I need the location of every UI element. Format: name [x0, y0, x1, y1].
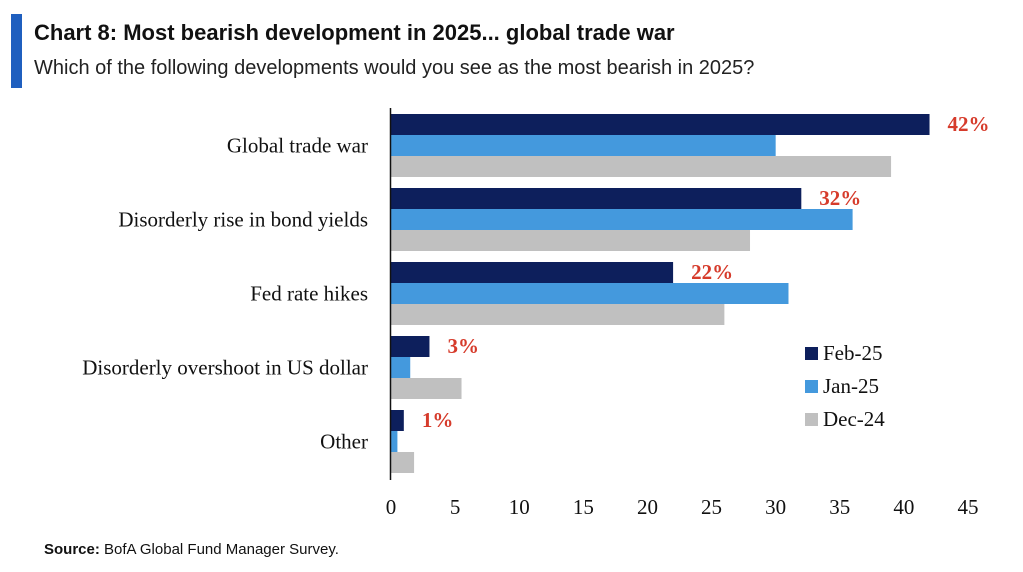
legend-label-jan-25: Jan-25 [823, 374, 879, 398]
chart-title: Chart 8: Most bearish development in 202… [34, 20, 675, 45]
x-tick-label-5: 5 [450, 495, 461, 519]
bar-feb-25-1 [391, 114, 930, 135]
bar-dec-24-3 [391, 304, 725, 325]
bar-dec-24-5 [391, 452, 415, 473]
x-tick-label-20: 20 [637, 495, 658, 519]
bar-jan-25-3 [391, 283, 789, 304]
category-label-4: Disorderly overshoot in US dollar [82, 356, 368, 380]
bar-feb-25-2 [391, 188, 802, 209]
title-accent-bar [11, 14, 22, 88]
bar-dec-24-4 [391, 378, 462, 399]
bar-jan-25-2 [391, 209, 853, 230]
x-tick-label-25: 25 [701, 495, 722, 519]
source-note: Source: BofA Global Fund Manager Survey. [44, 541, 339, 558]
x-tick-label-30: 30 [765, 495, 786, 519]
category-label-1: Global trade war [227, 134, 368, 158]
x-tick-label-45: 45 [958, 495, 979, 519]
category-label-2: Disorderly rise in bond yields [118, 208, 368, 232]
legend-label-dec-24: Dec-24 [823, 407, 885, 431]
category-label-3: Fed rate hikes [250, 282, 368, 306]
legend-swatch-feb-25 [805, 347, 818, 360]
data-label-5: 1% [422, 408, 454, 432]
x-tick-label-0: 0 [386, 495, 397, 519]
bar-feb-25-4 [391, 336, 430, 357]
x-tick-label-40: 40 [893, 495, 914, 519]
legend-swatch-dec-24 [805, 413, 818, 426]
bar-feb-25-5 [391, 410, 404, 431]
data-label-3: 22% [691, 260, 733, 284]
data-label-1: 42% [948, 112, 990, 136]
bar-dec-24-2 [391, 230, 751, 251]
chart-subtitle: Which of the following developments woul… [34, 57, 755, 79]
bar-feb-25-3 [391, 262, 674, 283]
bar-dec-24-1 [391, 156, 892, 177]
x-tick-label-10: 10 [509, 495, 530, 519]
source-label: Source: [44, 541, 100, 558]
data-label-2: 32% [819, 186, 861, 210]
legend-label-feb-25: Feb-25 [823, 341, 883, 365]
x-tick-label-35: 35 [829, 495, 850, 519]
legend-swatch-jan-25 [805, 380, 818, 393]
bar-jan-25-4 [391, 357, 411, 378]
x-tick-label-15: 15 [573, 495, 594, 519]
source-text: BofA Global Fund Manager Survey. [99, 541, 339, 558]
data-label-4: 3% [447, 334, 479, 358]
bar-jan-25-5 [391, 431, 398, 452]
category-label-5: Other [320, 430, 368, 454]
bar-jan-25-1 [391, 135, 776, 156]
